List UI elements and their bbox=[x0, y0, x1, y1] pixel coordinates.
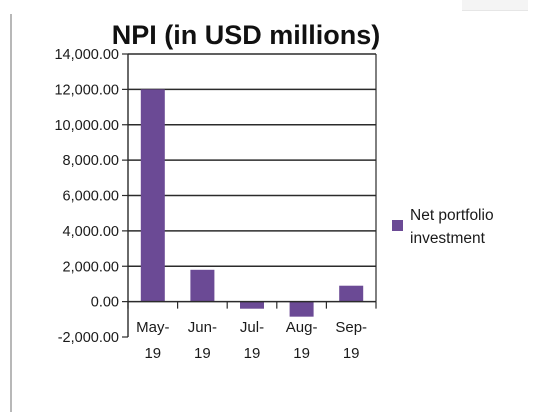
x-tick-labels: May- 19 Jun- 19 Jul- 19 Aug- 19 Sep- 19 bbox=[136, 319, 367, 362]
bar-jun bbox=[190, 269, 215, 302]
y-tick-label: 14,000.00 bbox=[54, 47, 119, 63]
x-tick-label-year: 19 bbox=[293, 345, 310, 362]
chart-title: NPI (in USD millions) bbox=[112, 20, 381, 50]
y-tick-label: -2,000.00 bbox=[58, 330, 119, 346]
y-tick-label: 0.00 bbox=[91, 295, 119, 311]
y-tick-label: 10,000.00 bbox=[54, 118, 119, 134]
grid-lines bbox=[128, 53, 376, 268]
left-border-rule bbox=[10, 14, 12, 412]
x-tick-label-year: 19 bbox=[144, 345, 161, 362]
top-edge-tab bbox=[462, 0, 528, 11]
x-tick-label: Sep- bbox=[335, 319, 367, 336]
bar-jul bbox=[240, 301, 264, 309]
x-tick-label: Jun- bbox=[188, 319, 217, 336]
legend-label: investment bbox=[410, 230, 486, 247]
bar-series bbox=[140, 89, 364, 317]
y-tick-labels: 14,000.00 12,000.00 10,000.00 8,000.00 6,000… bbox=[54, 47, 119, 346]
bar-may bbox=[140, 89, 165, 302]
y-tick-label: 6,000.00 bbox=[63, 189, 119, 205]
bar-aug bbox=[289, 301, 314, 317]
x-tick-label-year: 19 bbox=[244, 345, 261, 362]
x-tick-label: May- bbox=[136, 319, 169, 336]
bar-sep bbox=[339, 285, 364, 302]
legend-label: Net portfolio bbox=[410, 207, 494, 224]
y-tick-label: 8,000.00 bbox=[63, 153, 119, 169]
axes bbox=[122, 53, 377, 338]
x-tick-label-year: 19 bbox=[343, 345, 360, 362]
x-tick-label: Aug- bbox=[286, 319, 318, 336]
legend-swatch bbox=[392, 220, 403, 231]
y-tick-label: 4,000.00 bbox=[63, 224, 119, 240]
x-tick-label-year: 19 bbox=[194, 345, 211, 362]
y-tick-label: 2,000.00 bbox=[63, 259, 119, 275]
x-tick-label: Jul- bbox=[240, 319, 264, 336]
legend: Net portfolio investment bbox=[392, 207, 494, 247]
y-tick-label: 12,000.00 bbox=[54, 82, 119, 98]
